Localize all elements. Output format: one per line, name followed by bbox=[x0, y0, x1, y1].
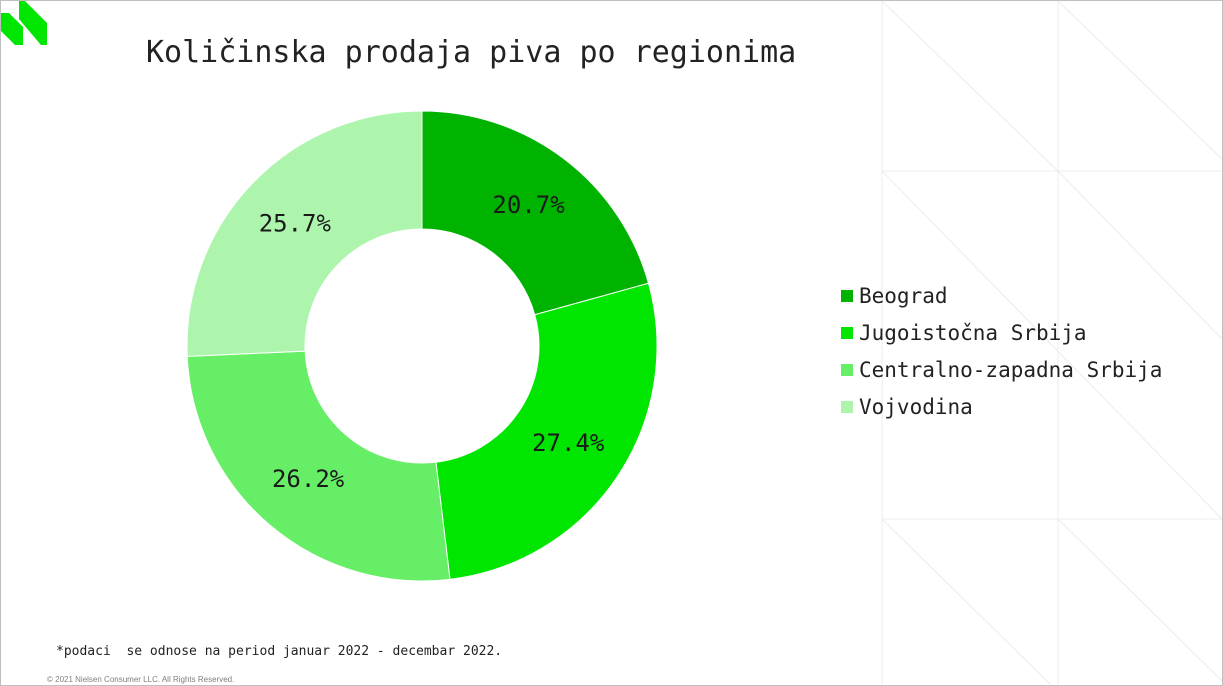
chart-title: Količinska prodaja piva po regionima bbox=[146, 35, 797, 70]
legend-label: Jugoistočna Srbija bbox=[859, 320, 1087, 345]
legend-item: Centralno-zapadna Srbija bbox=[841, 351, 1162, 388]
legend-item: Vojvodina bbox=[841, 388, 1162, 425]
legend-swatch bbox=[841, 326, 853, 339]
donut-slice-2 bbox=[435, 282, 658, 580]
legend-label: Beograd bbox=[859, 283, 948, 308]
donut-chart: 20.7% 27.4% 26.2% 25.7% bbox=[186, 110, 658, 582]
legend-label: Vojvodina bbox=[859, 394, 973, 419]
slice-data-label: 27.4% bbox=[532, 429, 605, 457]
donut-slice-3 bbox=[186, 350, 451, 582]
slice-data-label: 20.7% bbox=[492, 191, 565, 219]
nielsen-logo-icon bbox=[1, 1, 47, 45]
slice-data-label: 26.2% bbox=[272, 465, 345, 493]
donut-slice-4 bbox=[186, 110, 423, 357]
copyright-notice: © 2021 Nielsen Consumer LLC. All Rights … bbox=[47, 675, 235, 684]
legend-label: Centralno-zapadna Srbija bbox=[859, 357, 1163, 382]
legend-swatch bbox=[841, 289, 853, 302]
donut-slice-1 bbox=[421, 110, 650, 316]
legend-swatch bbox=[841, 400, 853, 413]
chart-legend: Beograd Jugoistočna Srbija Centralno-zapad… bbox=[841, 277, 1162, 425]
footnote: *podaci se odnose na period januar 2022 … bbox=[56, 644, 503, 659]
legend-item: Beograd bbox=[841, 277, 1162, 314]
legend-item: Jugoistočna Srbija bbox=[841, 314, 1162, 351]
legend-swatch bbox=[841, 363, 853, 376]
slice-data-label: 25.7% bbox=[259, 209, 332, 237]
